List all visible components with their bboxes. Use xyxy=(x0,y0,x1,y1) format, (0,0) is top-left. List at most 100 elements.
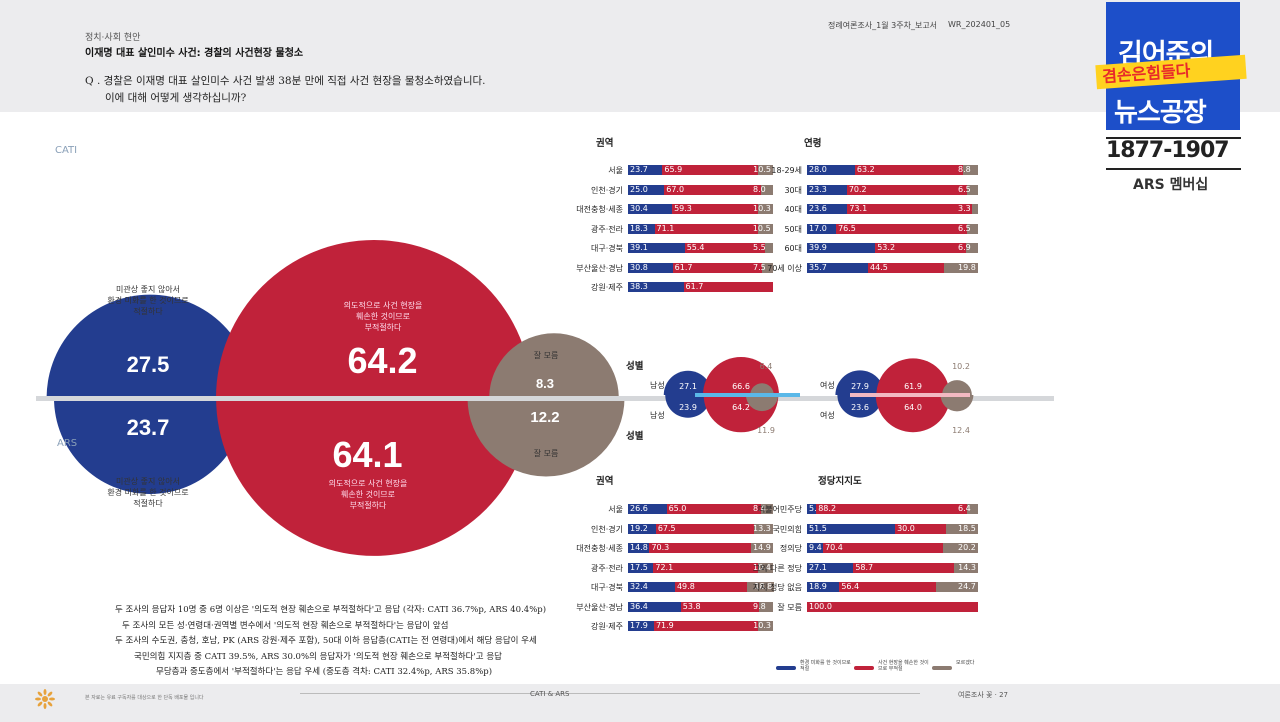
female-cati-approve-bubble xyxy=(835,370,885,395)
party-ars-bar-segment xyxy=(807,601,978,612)
region-ars-value-label: 19.2 xyxy=(630,523,648,533)
party-ars-value-label: 14.3 xyxy=(958,562,976,572)
region-cati-value-label: 30.4 xyxy=(630,204,648,213)
region-ars-value-label: 17.9 xyxy=(630,621,648,630)
party-ars-value-label: 27.1 xyxy=(809,562,827,572)
region-ars-bar-segment xyxy=(628,543,650,553)
summary-note: 국민의힘 지지층 중 CATI 39.5%, ARS 30.0%의 응답자가 '… xyxy=(134,651,502,662)
question-line-1: Q . 경찰은 이재명 대표 살인미수 사건 발생 38분 만에 직접 사건 현… xyxy=(85,75,486,87)
region-ars-row-label: 강원·제주 xyxy=(591,622,623,631)
region-ars-row-label: 대전충청·세종 xyxy=(576,544,623,553)
membership-number-range: 1877-1907 xyxy=(1106,138,1230,163)
main-bubble-chart xyxy=(36,240,1054,556)
region-ars-bar-segment xyxy=(653,621,759,631)
region-cati-bar-segment xyxy=(761,184,773,195)
party-ars-bar-segment xyxy=(807,562,854,573)
party-ars-row-label: 지지 정당 없음 xyxy=(752,583,802,592)
region-ars-bar-segment xyxy=(758,621,774,631)
ars-unknown-note: 잘 모름 xyxy=(533,449,559,458)
region-ars-bar-segment xyxy=(680,601,759,612)
age-cati-value-label: 19.8 xyxy=(958,262,976,272)
legend-label: 환경 미화를 한 것이므로 적절 xyxy=(800,660,851,672)
age-cati-value-label: 76.5 xyxy=(838,223,856,233)
footer-rule-right xyxy=(570,693,920,694)
age-cati-bar-segment xyxy=(807,223,837,234)
party-ars-row: 국민의힘 51.5 30.0 18.5 xyxy=(736,523,978,534)
membership-label: ARS 멤버십 xyxy=(1133,177,1209,193)
male-cati-label: 남성 xyxy=(650,381,665,390)
ars-disapprove-note: 의도적으로 사건 현장을 훼손한 것이므로 부적절하다 xyxy=(328,479,408,510)
party-ars-value-label: 18.9 xyxy=(809,582,827,591)
gender-ars-title: 성별 xyxy=(626,431,644,442)
age-cati-row-label: 50대 xyxy=(784,224,802,234)
region-cati-value-label: 59.3 xyxy=(674,204,692,213)
report-title: 정례여론조사_1월 3주차_보고서 xyxy=(828,21,938,30)
region-ars-value-label: 49.8 xyxy=(676,582,695,591)
region-cati-value-label: 65.9 xyxy=(664,165,683,174)
region-cati-bar-segment xyxy=(628,165,663,175)
party-ars-value-label: 18.5 xyxy=(958,523,976,533)
male-cati-approve-value: 27.1 xyxy=(679,382,697,391)
age-cati-value-label: 17.0 xyxy=(809,223,827,233)
region-ars-bar-segment xyxy=(655,523,754,534)
female-ars-approve-value: 23.6 xyxy=(851,403,869,412)
region-cati-row-label: 강원·제주 xyxy=(591,283,623,292)
region-cati-value-label: 71.1 xyxy=(656,223,675,233)
party-ars-bar-segment xyxy=(946,523,978,534)
region-ars-bar-segment xyxy=(758,601,773,612)
age-cati-row-label: 70세 이상 xyxy=(767,263,802,273)
region-cati-value-label: 39.1 xyxy=(630,243,648,252)
region-ars-row: 강원·제주 17.9 71.9 10.3 xyxy=(543,621,774,631)
party-ars-value-label: 9.4 xyxy=(809,543,822,552)
age-cati-value-label: 6.5 xyxy=(958,184,971,194)
age-cati-row: 18-29세 28.0 63.2 8.8 xyxy=(750,165,978,175)
female-cati-unknown-value: 10.2 xyxy=(952,362,970,371)
party-ars-row-label: 정의당 xyxy=(779,544,802,553)
age-cati-value-label: 39.9 xyxy=(809,243,827,252)
region-cati-value-label: 38.3 xyxy=(630,282,648,291)
region-ars-bar-segment xyxy=(628,582,675,592)
region-ars-row: 대전충청·세종 14.8 70.3 14.9 xyxy=(543,543,773,553)
age-cati-bar-segment xyxy=(972,204,978,214)
age-cati-bar-segment xyxy=(807,204,848,214)
female-axis xyxy=(850,393,970,397)
female-ars-approve-bubble xyxy=(837,395,883,418)
female-cati-approve-value: 27.9 xyxy=(851,382,869,391)
party-ars-bar-segment xyxy=(816,504,968,514)
age-cati-row: 30대 23.3 70.2 6.5 xyxy=(750,184,978,195)
party-ars-value-label: 56.4 xyxy=(841,582,860,591)
male-ars-unknown-bubble xyxy=(745,395,779,412)
region-ars-value-label: 65.0 xyxy=(668,504,687,513)
female-cati-label: 여성 xyxy=(820,381,835,390)
cati-approve-bubble xyxy=(46,294,254,397)
region-cati-row-label: 광주·전라 xyxy=(591,224,623,234)
party-ars-value-label: 5.4 xyxy=(809,504,822,514)
age-cati-value-label: 3.3 xyxy=(958,204,971,213)
region-ars-bar-segment xyxy=(628,601,681,612)
male-ars-approve-value: 23.9 xyxy=(679,403,697,412)
age-cati-bar-segment xyxy=(807,243,876,253)
region-cati-value-label: 5.5 xyxy=(753,243,766,252)
ars-unknown-bubble xyxy=(467,397,625,477)
region-ars-row-label: 대구·경북 xyxy=(591,583,623,592)
age-cati-value-label: 23.6 xyxy=(809,204,827,213)
region-cati-value-label: 55.4 xyxy=(686,243,705,252)
female-ars-disapprove-value: 64.0 xyxy=(904,403,922,412)
region-ars-bar-segment xyxy=(747,582,775,592)
region-cati-bar-segment xyxy=(758,204,773,214)
region-ars-row: 광주·전라 17.5 72.1 10.4 xyxy=(543,562,773,573)
region-ars-value-label: 14.8 xyxy=(630,543,648,552)
age-cati-value-label: 6.9 xyxy=(958,243,971,252)
age-cati-value-label: 53.2 xyxy=(877,243,896,252)
party-ars-value-label: 88.2 xyxy=(818,504,837,513)
region-ars-bar-segment xyxy=(649,543,752,553)
party-ars-bar-segment xyxy=(807,582,840,592)
summary-note: 무당층과 중도층에서 '부적절하다'는 응답 우세 (중도층 격차: CATI … xyxy=(156,667,493,677)
region-ars-value-label: 10.4 xyxy=(753,562,771,572)
age-cati-row-label: 40대 xyxy=(784,205,802,214)
party-ars-bar-segment xyxy=(823,543,944,553)
region-cati-value-label: 7.5 xyxy=(753,262,766,272)
page-header xyxy=(0,0,1280,112)
region-ars-bar-segment xyxy=(628,621,654,631)
region-ars-bar-segment xyxy=(666,504,761,514)
